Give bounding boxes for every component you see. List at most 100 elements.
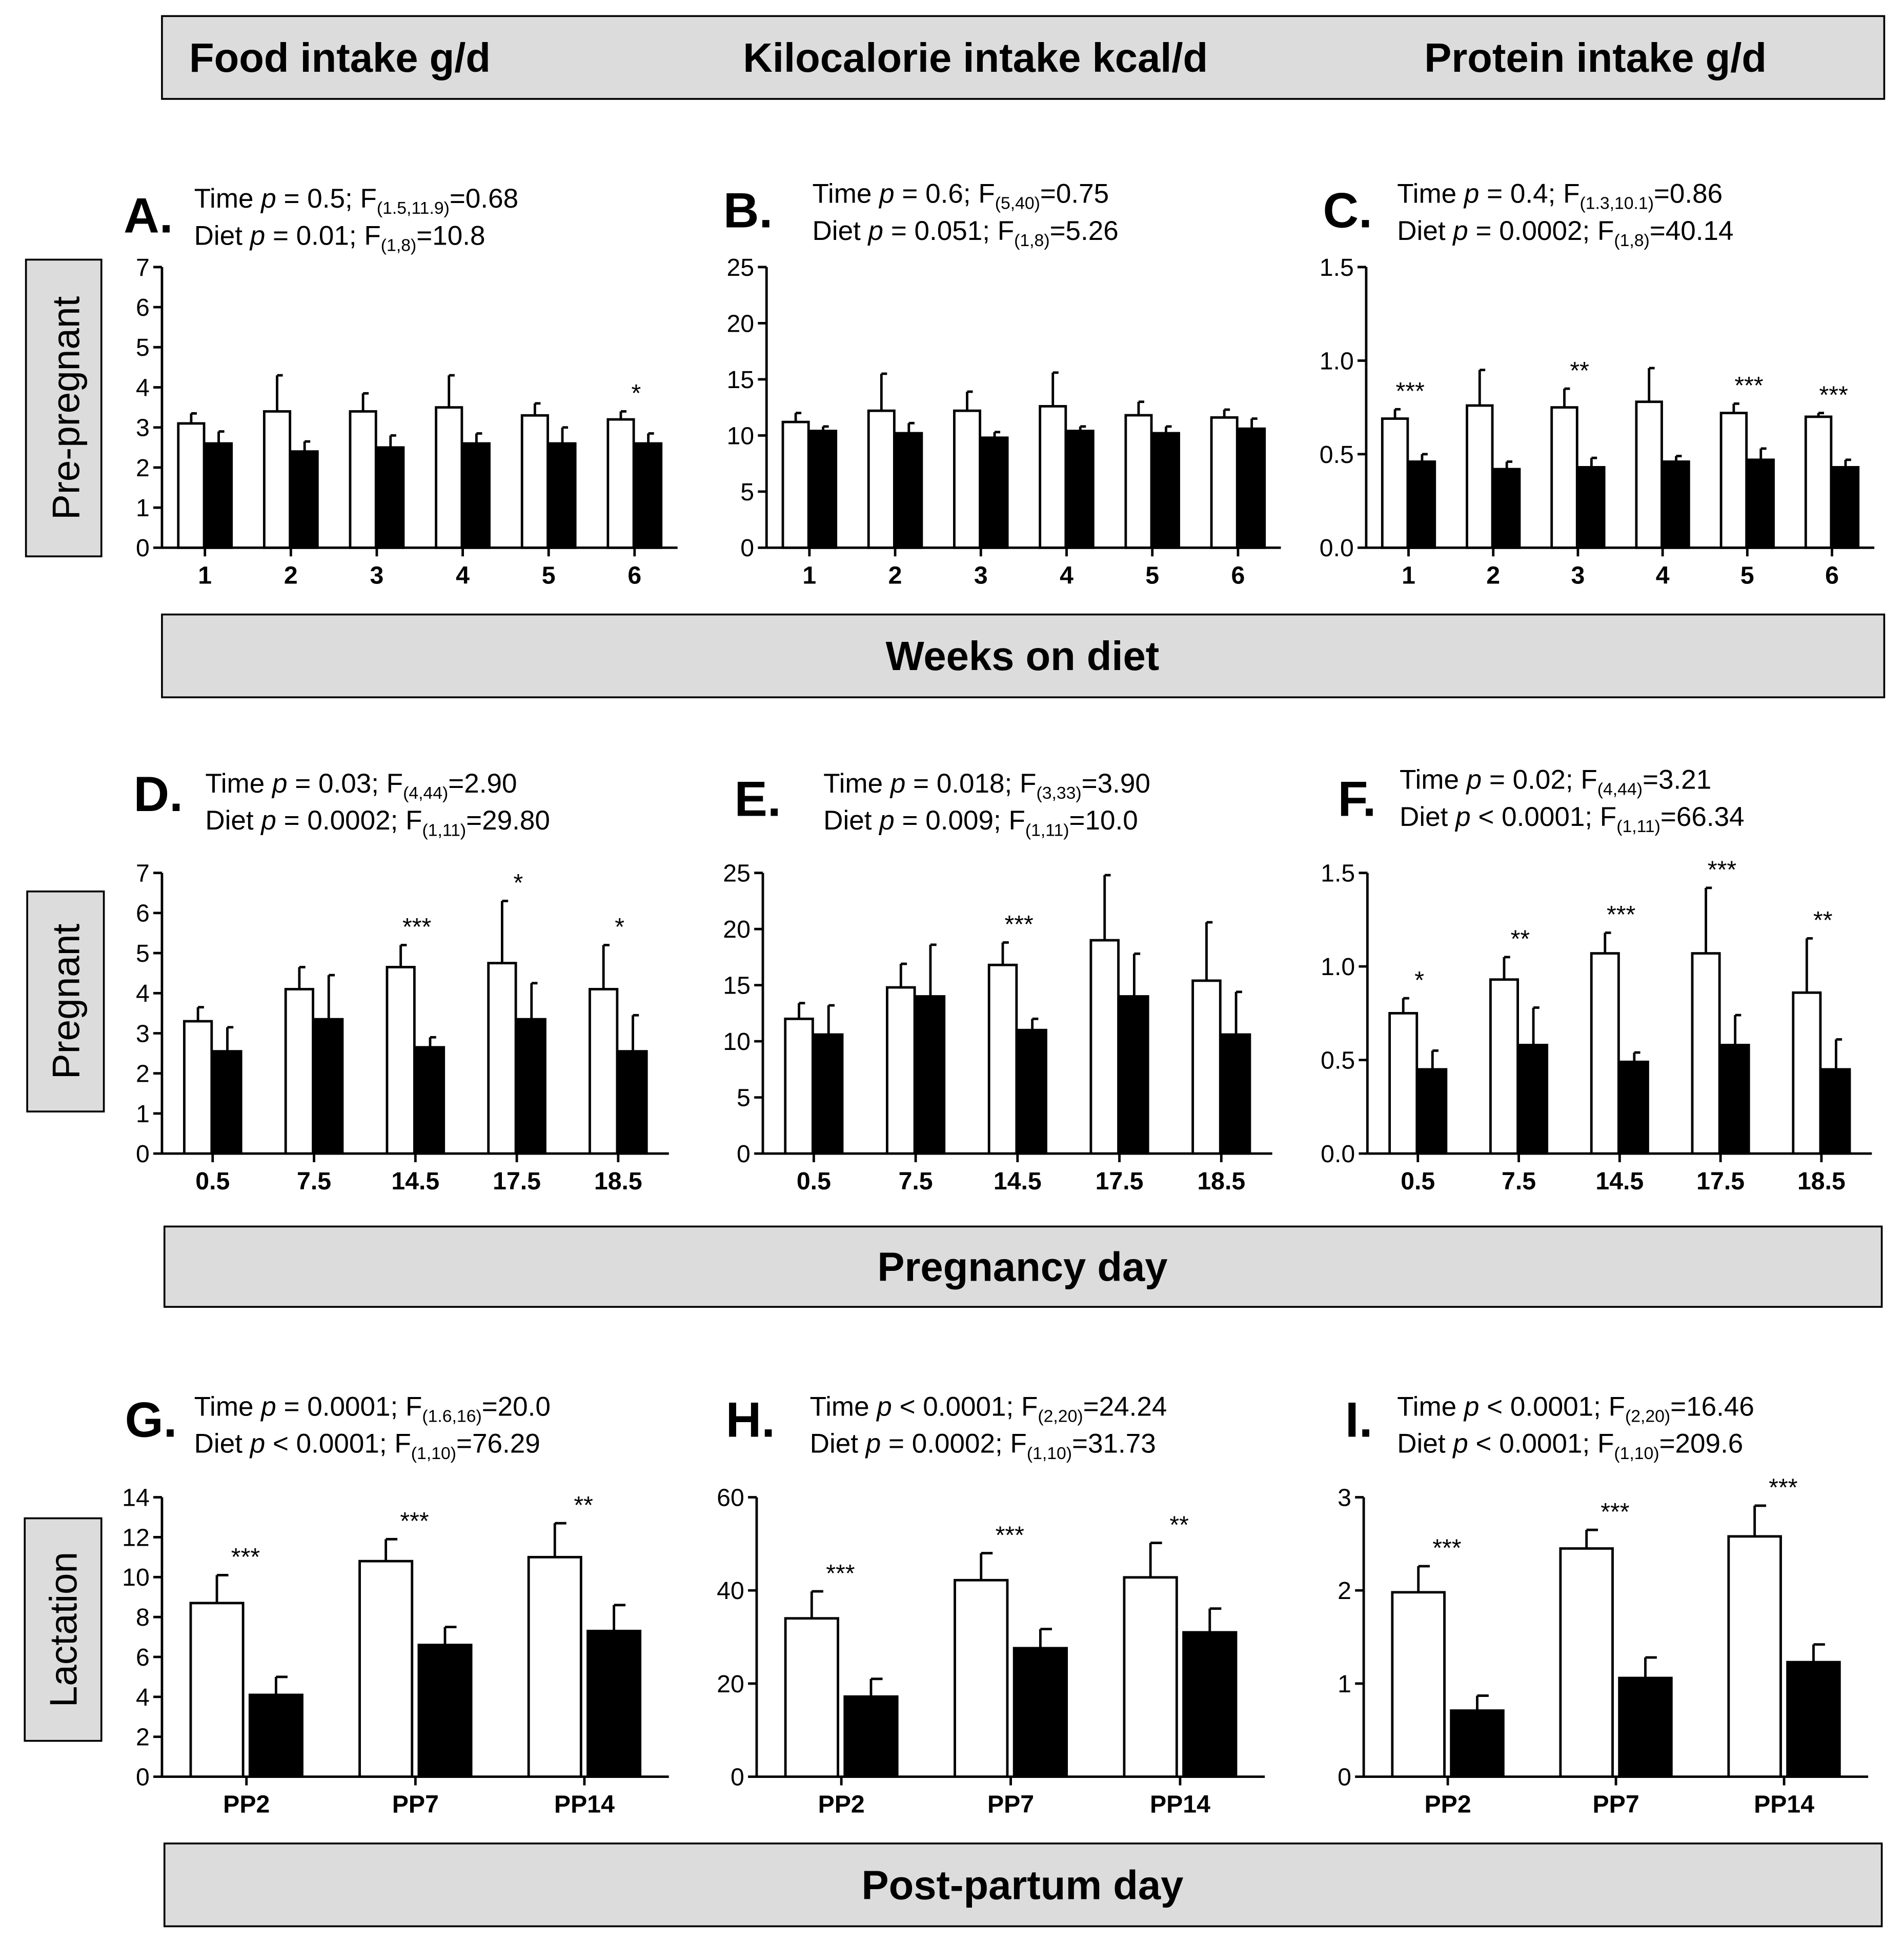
row-label-text: Pregnant xyxy=(44,924,87,1080)
stats-part: Diet xyxy=(194,221,250,251)
stats-part: (4,44) xyxy=(1597,780,1643,799)
significance-marker: *** xyxy=(826,1560,855,1587)
y-tick-label: 20 xyxy=(723,916,751,943)
stats-part: p xyxy=(1466,765,1482,795)
stats-part: Diet xyxy=(1397,1429,1453,1459)
bar-filled xyxy=(586,1629,642,1778)
x-tick-label: 17.5 xyxy=(493,1167,541,1195)
y-tick-label: 10 xyxy=(723,1028,751,1056)
significance-marker: ** xyxy=(1813,906,1833,934)
stats-part: =76.29 xyxy=(456,1429,540,1459)
significance-marker: *** xyxy=(1005,910,1034,938)
stats-part: (1.3,10.1) xyxy=(1579,194,1653,213)
y-tick-label: 3 xyxy=(136,1020,150,1047)
significance-marker: * xyxy=(1414,966,1424,994)
stats-part: (1,10) xyxy=(1027,1444,1072,1463)
stats-part: (1,11) xyxy=(1616,817,1660,836)
axis-title-weeks: Weeks on diet xyxy=(161,613,1886,699)
bar-filled xyxy=(290,450,319,549)
bar-open xyxy=(1635,400,1663,549)
stats-part: p xyxy=(889,768,906,799)
bar-open xyxy=(1559,1547,1614,1778)
significance-marker: * xyxy=(615,913,624,941)
significance-marker: *** xyxy=(1601,1498,1630,1526)
stats-part: = 0.0002; F xyxy=(1468,216,1614,246)
stats-time: Time p = 0.03; F(4,44)=2.90 xyxy=(205,768,517,803)
y-tick-label: 15 xyxy=(726,366,754,394)
bar-open xyxy=(1550,406,1578,549)
bar-filled xyxy=(516,1018,546,1155)
significance-marker: *** xyxy=(1432,1534,1462,1562)
stats-part: (2,20) xyxy=(1038,1406,1083,1426)
x-tick-label: 0.5 xyxy=(797,1167,831,1195)
x-tick-label: 1 xyxy=(1402,561,1415,589)
bar-filled xyxy=(1012,1647,1068,1778)
x-tick-label: PP14 xyxy=(1754,1791,1814,1818)
x-tick-label: 5 xyxy=(1145,561,1159,589)
stats-diet: Diet p = 0.0002; F(1,10)=31.73 xyxy=(810,1429,1156,1463)
bar-filled xyxy=(376,446,405,549)
bar-open xyxy=(1719,412,1748,549)
stats-part: Time xyxy=(205,768,272,799)
bar-open xyxy=(520,414,549,549)
stats-time: Time p < 0.0001; F(2,20)=24.24 xyxy=(810,1391,1167,1426)
bar-open xyxy=(784,1017,814,1155)
y-tick-label: 6 xyxy=(136,1644,150,1671)
bar-open xyxy=(435,406,463,549)
bar-filled xyxy=(1577,466,1606,549)
bar-open xyxy=(784,1617,839,1778)
bar-filled xyxy=(1619,1060,1649,1155)
y-tick-label: 25 xyxy=(723,860,751,887)
x-tick-label: 5 xyxy=(542,561,556,589)
bar-filled xyxy=(1408,460,1436,549)
significance-marker: ** xyxy=(1511,925,1530,953)
x-tick-label: 0.5 xyxy=(195,1167,230,1195)
stats-part: (5,40) xyxy=(995,194,1040,213)
panel-letter: I. xyxy=(1345,1392,1373,1447)
significance-marker: *** xyxy=(1819,381,1849,409)
x-tick-label: 4 xyxy=(1656,561,1670,589)
row-label-pregnant: Pregnant xyxy=(26,890,105,1112)
y-tick-label: 6 xyxy=(136,294,150,321)
stats-part: p xyxy=(878,179,895,209)
x-tick-label: 17.5 xyxy=(1696,1167,1745,1195)
stats-part: =2.90 xyxy=(448,768,517,799)
bar-filled xyxy=(980,436,1009,549)
stats-part: Diet xyxy=(810,1429,866,1459)
bar-filled xyxy=(843,1695,899,1778)
bar-open xyxy=(189,1602,245,1778)
stats-diet: Diet p = 0.0002; F(1,11)=29.80 xyxy=(205,805,550,840)
bar-filled xyxy=(1066,430,1095,549)
bar-open xyxy=(1590,952,1620,1155)
stats-time: Time p = 0.6; F(5,40)=0.75 xyxy=(812,179,1109,213)
bar-open xyxy=(1727,1535,1782,1778)
bar-open xyxy=(1466,404,1494,549)
y-tick-label: 7 xyxy=(136,860,150,887)
stats-part: Diet xyxy=(205,805,261,836)
x-tick-label: PP2 xyxy=(818,1791,865,1818)
bar-filled xyxy=(1182,1631,1238,1778)
stats-part: = 0.4; F xyxy=(1479,179,1579,209)
y-tick-label: 0.5 xyxy=(1321,1047,1355,1075)
y-tick-label: 3 xyxy=(1338,1484,1351,1511)
y-tick-label: 1.5 xyxy=(1321,860,1355,887)
bar-open xyxy=(1388,1011,1419,1155)
bar-open xyxy=(1381,417,1409,549)
stats-part: =3.21 xyxy=(1643,765,1711,795)
bar-open xyxy=(1804,415,1833,549)
bar-open xyxy=(781,420,810,549)
bar-filled xyxy=(1786,1661,1841,1778)
x-tick-label: 0.5 xyxy=(1401,1167,1435,1195)
y-tick-label: 0.5 xyxy=(1320,441,1354,469)
bar-open xyxy=(886,986,916,1155)
x-tick-label: PP7 xyxy=(392,1791,439,1818)
bar-open xyxy=(386,966,416,1155)
x-tick-label: PP14 xyxy=(554,1791,615,1818)
stats-part: (1.5,11.9) xyxy=(377,198,450,218)
row-label-box xyxy=(24,1517,103,1742)
y-tick-label: 2 xyxy=(136,1060,150,1088)
bar-filled xyxy=(634,442,663,549)
